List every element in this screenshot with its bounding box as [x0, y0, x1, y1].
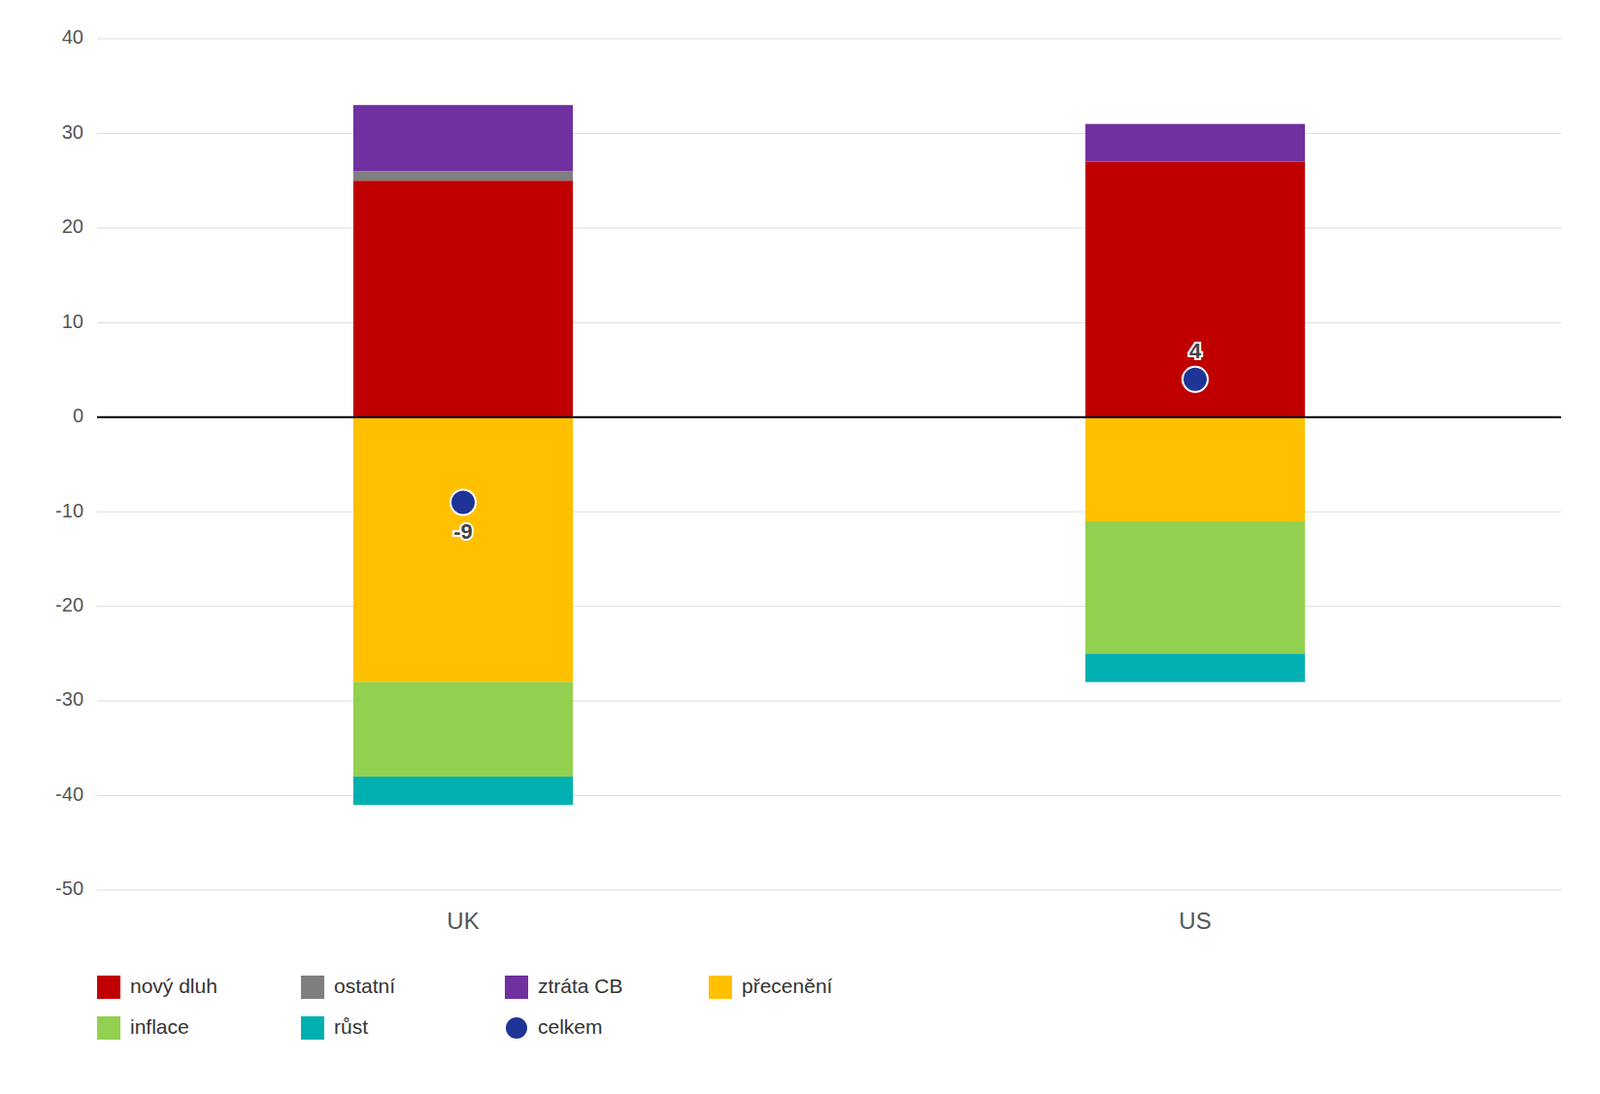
data-label: 4: [1189, 338, 1202, 364]
bar: [353, 776, 573, 805]
grid-line: [97, 227, 1562, 229]
y-tick-label: 40: [62, 26, 84, 48]
legend-swatch: [708, 975, 733, 1000]
x-tick-label: UK: [446, 907, 479, 934]
bar: [1085, 162, 1305, 418]
legend-item: ztráta CB: [504, 974, 624, 1000]
legend: nový dluh ostatní ztráta CB přecenění inflac…: [97, 974, 834, 1040]
grid-line: [97, 605, 1562, 607]
page: {"chart_data": {"type": "bar", "stacked"…: [0, 0, 1600, 1094]
grid-line: [97, 700, 1562, 702]
bar: [1085, 124, 1305, 163]
grid-line: [97, 38, 1562, 40]
bar-series: [353, 417, 1305, 683]
bar: [353, 170, 573, 181]
legend-marker: [505, 1017, 528, 1039]
point: [1182, 366, 1208, 393]
legend-swatch: [97, 1016, 121, 1040]
legend-label: celkem: [537, 1015, 603, 1038]
bar: [1085, 521, 1305, 654]
bar: [1085, 653, 1305, 682]
zero-line: [97, 416, 1562, 419]
bar-series: [353, 653, 1305, 805]
bar: [353, 180, 573, 418]
y-tick-label: -20: [55, 594, 84, 616]
legend-swatch: [300, 975, 325, 1000]
chart-svg: -50 -40 -30 -20 -10 0 10 20 30 40 -9 4 UK US nový dluh…: [0, 0, 1600, 1094]
legend-swatch: [504, 975, 529, 1000]
grid-line: [97, 416, 1562, 418]
bar: [353, 104, 573, 171]
x-tick-label: US: [1178, 907, 1211, 934]
grid-line: [97, 795, 1562, 797]
legend-item: celkem: [505, 1015, 603, 1039]
bar-series: [353, 521, 1305, 777]
grid: [97, 38, 1562, 891]
legend-label: přecenění: [741, 974, 834, 998]
legend-label: ostatní: [333, 974, 396, 998]
background: [0, 0, 1600, 1094]
y-axis: -50 -40 -30 -20 -10 0 10 20 30 40: [55, 26, 84, 900]
point: [450, 489, 476, 515]
y-tick-label: -30: [55, 688, 84, 710]
bar-series: [353, 104, 1305, 171]
legend-swatch: [97, 975, 121, 1000]
legend-item: ostatní: [300, 974, 396, 1000]
legend-item: přecenění: [708, 974, 834, 1000]
legend-item: růst: [300, 1015, 368, 1040]
y-tick-label: 0: [72, 404, 84, 427]
bar: [353, 417, 573, 683]
points: [450, 366, 1208, 516]
bar-series: [353, 162, 1305, 418]
y-tick-label: 30: [62, 121, 84, 143]
legend-label: nový dluh: [130, 974, 218, 998]
marks: [353, 104, 1305, 805]
y-tick-label: 20: [62, 215, 84, 237]
legend-label: růst: [333, 1015, 368, 1038]
y-tick-label: -10: [55, 500, 84, 522]
bar-series: [353, 170, 573, 181]
y-tick-label: -50: [55, 877, 84, 900]
grid-line: [97, 133, 1562, 134]
chart-container: -50 -40 -30 -20 -10 0 10 20 30 40 -9 4 UK US nový dluh…: [0, 0, 1600, 1094]
legend-label: ztráta CB: [537, 974, 624, 998]
data-labels: -9 4: [453, 338, 1202, 545]
legend-swatch: [300, 1016, 325, 1040]
grid-line: [97, 322, 1562, 324]
x-axis: UK US: [446, 907, 1211, 934]
grid-line: [97, 511, 1562, 513]
y-tick-label: -40: [55, 783, 84, 805]
legend-item: inflace: [97, 1015, 190, 1040]
data-label: -9: [453, 519, 473, 544]
grid-line: [97, 890, 1562, 892]
bar: [1085, 417, 1305, 522]
legend-label: inflace: [130, 1015, 190, 1038]
bar: [353, 682, 573, 777]
legend-item: nový dluh: [97, 974, 218, 1000]
y-tick-label: 10: [62, 310, 84, 333]
